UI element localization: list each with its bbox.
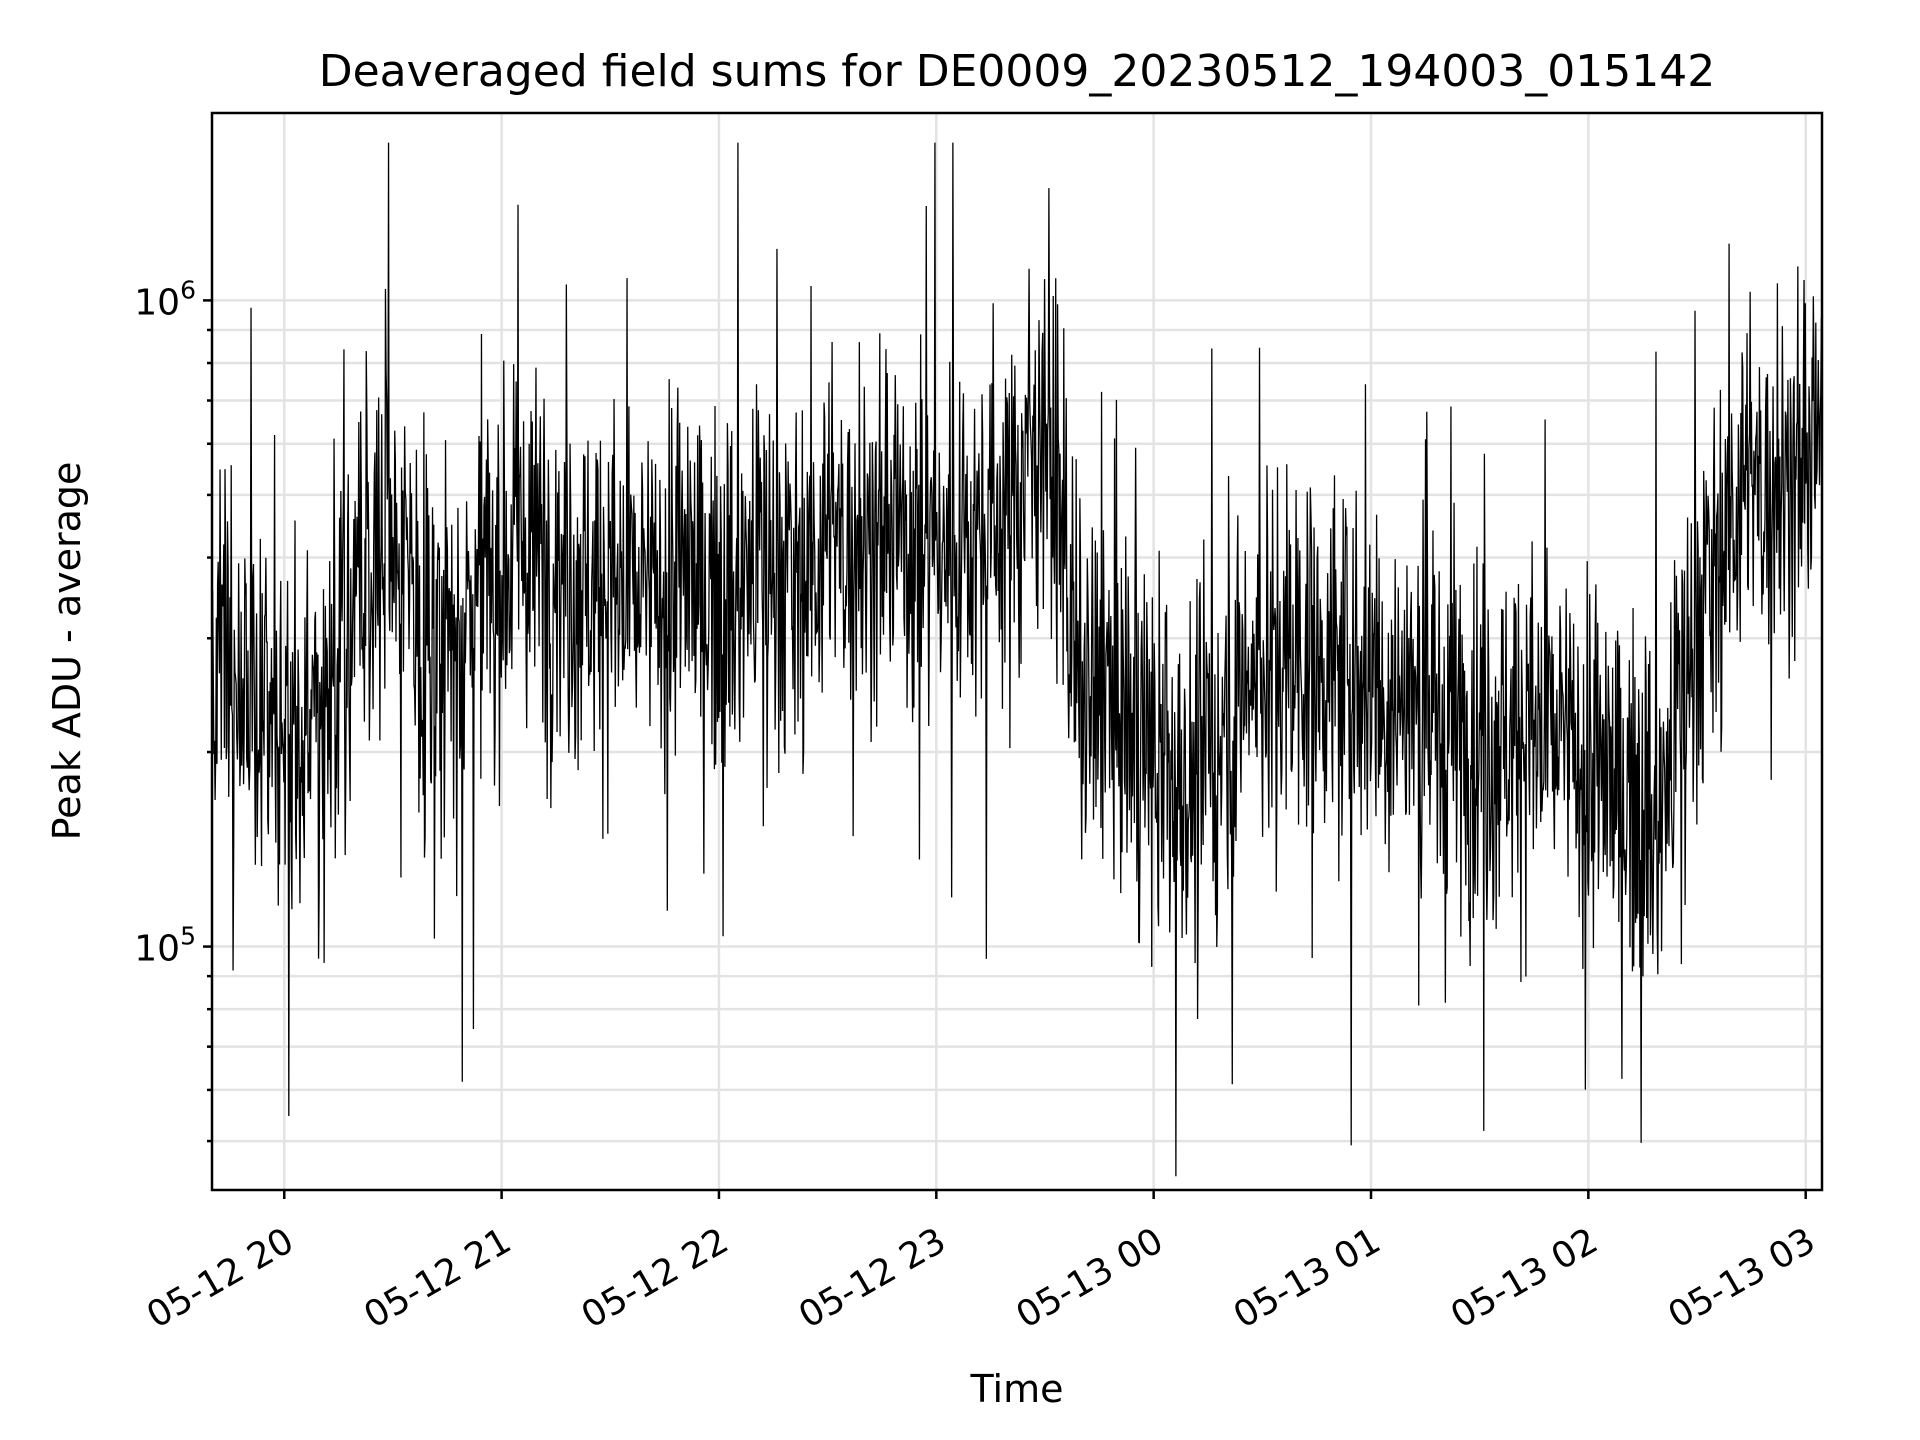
series-layer [211,142,1823,1177]
x-tick-label: 05-12 21 [357,1220,518,1336]
x-tick-label: 05-13 01 [1227,1220,1388,1336]
x-tick-label: 05-13 02 [1444,1220,1605,1336]
y-axis-label: Peak ADU - average [45,462,89,841]
x-tick-label: 05-12 22 [575,1220,736,1336]
y-tick-label: 106 [134,275,196,323]
x-tick-label: 05-12 23 [792,1220,953,1336]
series-line [211,142,1823,1177]
plot-frame [210,111,1824,1192]
x-tick-label: 05-13 00 [1009,1220,1170,1336]
y-tick-label: 105 [134,922,196,970]
chart-title: Deaveraged field sums for DE0009_2023051… [319,46,1716,97]
x-tick-label: 05-12 20 [140,1220,301,1336]
x-axis-label: Time [970,1367,1064,1411]
x-tick-label: 05-13 03 [1662,1220,1823,1336]
